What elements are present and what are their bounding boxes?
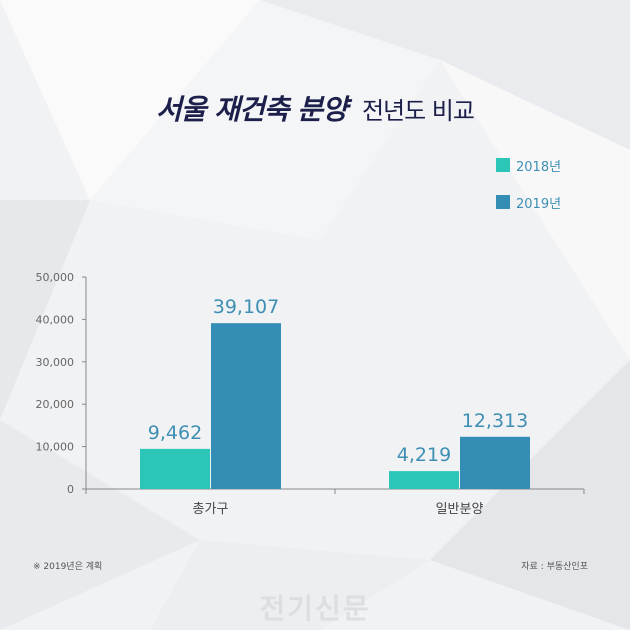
bar-value-label: 12,313: [462, 410, 528, 432]
y-tick-label: 40,000: [36, 313, 75, 326]
legend: 2018년 2019년: [496, 155, 561, 229]
bar: [140, 448, 210, 489]
legend-item-2018: 2018년: [496, 155, 561, 175]
legend-item-2019: 2019년: [496, 192, 561, 212]
watermark: 전기신문: [259, 592, 371, 625]
legend-swatch-2019: [496, 195, 510, 209]
y-tick-label: 0: [67, 483, 74, 496]
x-category-label: 총가구: [193, 502, 229, 517]
bar-value-label: 9,462: [148, 422, 202, 444]
y-tick-label: 10,000: [36, 441, 75, 454]
bar: [211, 323, 281, 489]
chart-title-main: 서울 재건축 분양: [156, 93, 348, 126]
y-tick-label: 30,000: [36, 356, 75, 369]
chart-title: 서울 재건축 분양 전년도 비교: [0, 88, 630, 128]
bar-value-label: 4,219: [397, 444, 451, 466]
y-tick-label: 50,000: [36, 271, 75, 284]
bar: [460, 436, 530, 489]
x-category-label: 일반분양: [436, 502, 484, 517]
footnote: ※ 2019년은 계획: [33, 562, 103, 572]
legend-swatch-2018: [496, 158, 510, 172]
source-note: 자료 : 부동산인포: [521, 562, 588, 572]
y-tick-label: 20,000: [36, 398, 75, 411]
bar-value-label: 39,107: [213, 296, 279, 318]
chart-title-sub: 전년도 비교: [361, 97, 475, 125]
legend-label-2019: 2019년: [516, 196, 562, 212]
bar: [389, 471, 459, 489]
legend-label-2018: 2018년: [516, 159, 562, 175]
